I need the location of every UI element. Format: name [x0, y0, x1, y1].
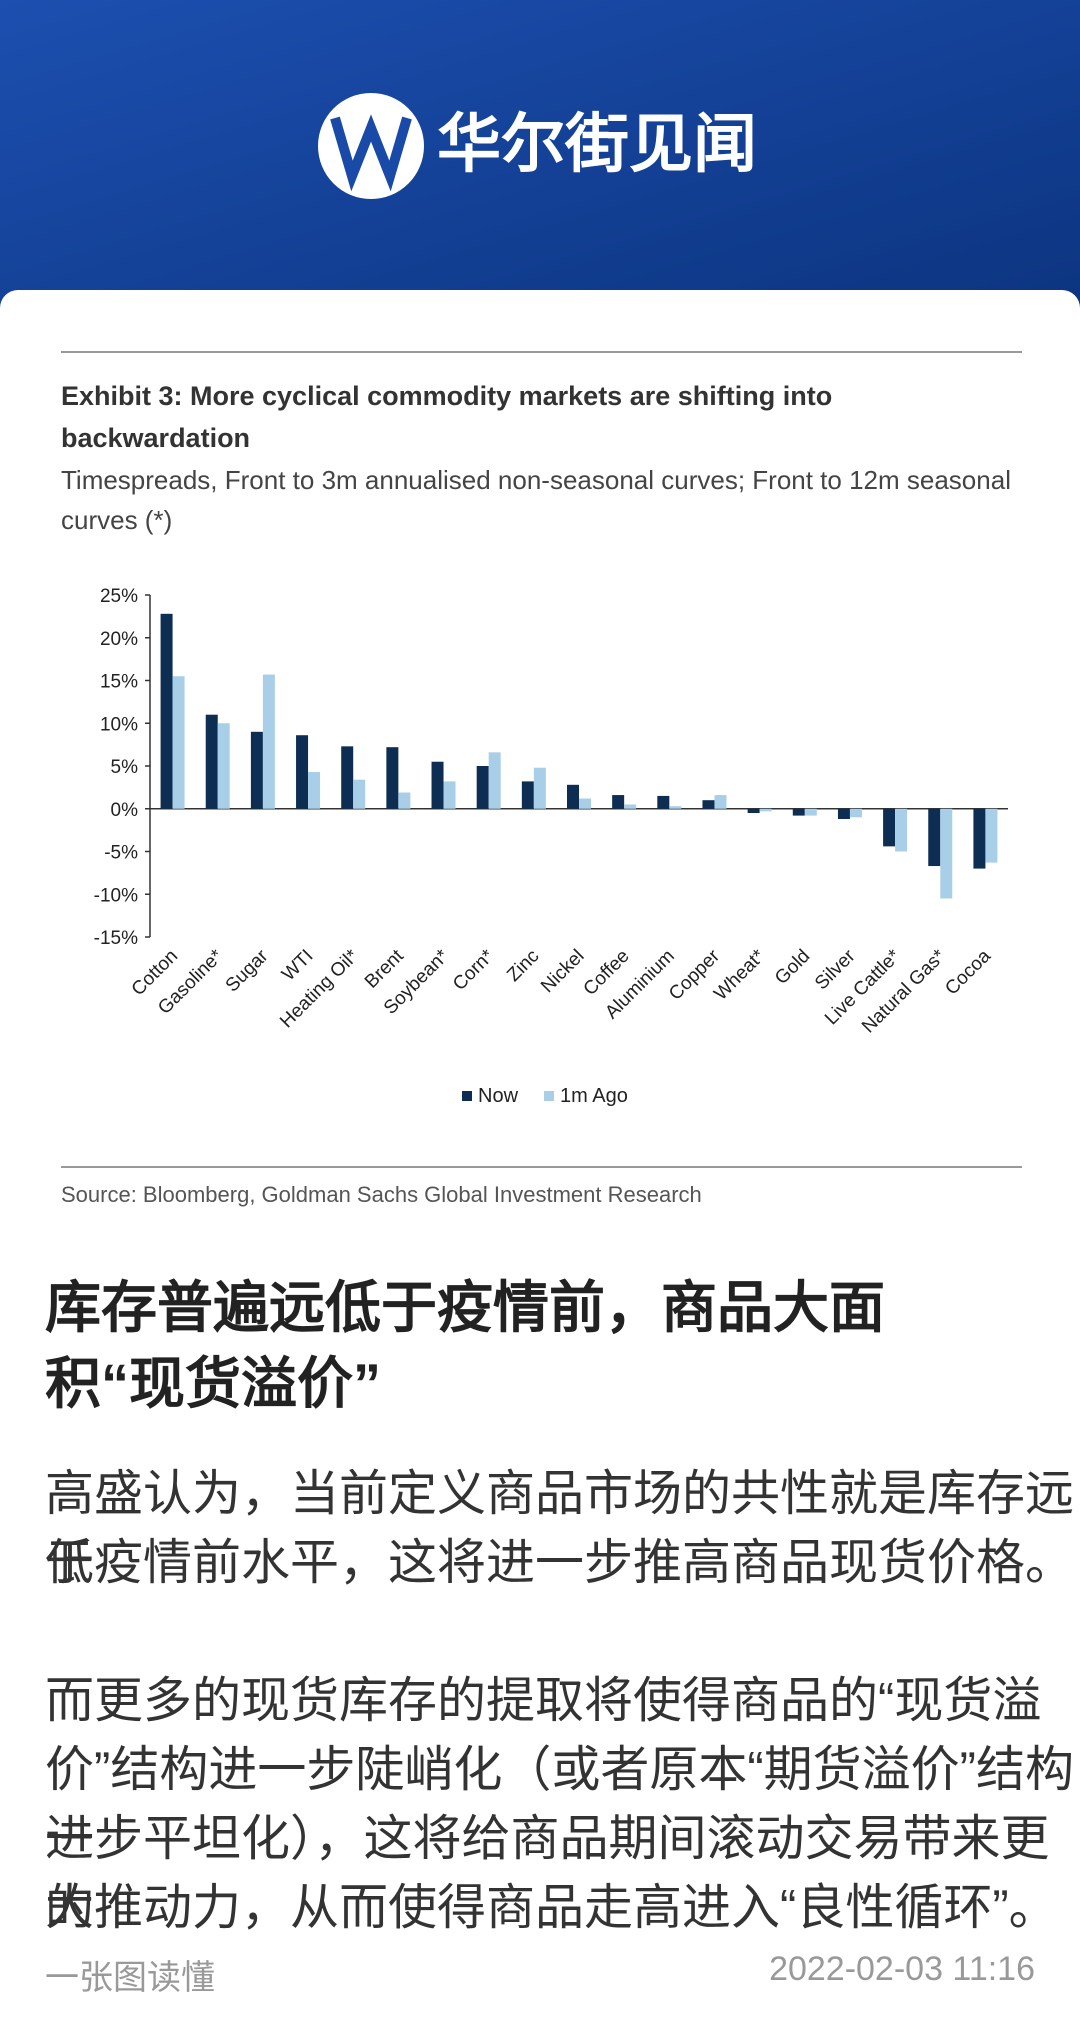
bar — [398, 792, 411, 809]
bar — [669, 806, 682, 809]
y-tick-label: -5% — [104, 843, 138, 864]
y-tick-label: -15% — [94, 928, 138, 949]
logo-icon — [330, 114, 412, 192]
y-tick-label: 15% — [100, 672, 138, 693]
bar — [172, 676, 185, 809]
bar — [476, 766, 489, 809]
legend-swatch — [462, 1091, 472, 1101]
bar — [973, 808, 986, 869]
bar — [702, 800, 715, 809]
header-bg — [0, 0, 1080, 320]
bar — [714, 795, 727, 809]
heading-line: 积“现货溢价” — [45, 1352, 381, 1415]
bar — [521, 781, 534, 809]
paragraph-line: 价”结构进一步陡峭化（或者原本“期货溢价”结构进 — [45, 1743, 1074, 1866]
bar — [849, 808, 862, 818]
logo-circle — [318, 93, 424, 199]
bar — [296, 735, 309, 809]
bar — [883, 808, 896, 847]
bar — [353, 779, 366, 809]
bar — [386, 747, 399, 809]
y-tick-label: 10% — [100, 714, 138, 735]
bar — [657, 795, 670, 809]
bar — [205, 714, 218, 809]
bar — [624, 804, 637, 809]
bar — [985, 808, 998, 863]
bar — [837, 808, 850, 820]
bar — [443, 781, 456, 809]
bar — [804, 808, 817, 816]
bar — [308, 771, 321, 809]
bar — [759, 808, 772, 812]
bar — [217, 723, 230, 809]
bar — [341, 746, 354, 809]
bar — [940, 808, 953, 899]
y-tick-label: 5% — [111, 757, 139, 778]
bar — [431, 761, 444, 809]
chart-subtitle: Timespreads, Front to 3m annualised non-… — [61, 465, 1011, 535]
bar — [928, 808, 941, 867]
legend-swatch — [544, 1091, 555, 1101]
footer-right: 2022-02-03 11:16 — [769, 1950, 1035, 1988]
legend-label: 1m Ago — [560, 1085, 628, 1107]
bar — [533, 767, 546, 809]
chart-title: Exhibit 3: More cyclical commodity marke… — [61, 381, 833, 453]
heading-line: 库存普遍远低于疫情前，商品大面 — [45, 1276, 885, 1339]
paragraph-line: 于疫情前水平，这将进一步推高商品现货价格。 — [45, 1536, 1075, 1590]
paragraph-line: 一步平坦化），这将给商品期间滚动交易带来更大 — [45, 1812, 1050, 1935]
bar — [262, 674, 275, 809]
bar — [579, 798, 591, 809]
bar — [747, 808, 760, 814]
bar — [792, 808, 805, 816]
bar — [567, 784, 579, 809]
paragraph-line: 而更多的现货库存的提取将使得商品的“现货溢 — [45, 1674, 1042, 1728]
bar — [250, 731, 263, 809]
chart-source: Source: Bloomberg, Goldman Sachs Global … — [61, 1182, 702, 1207]
paragraph-line: 高盛认为，当前定义商品市场的共性就是库存远低 — [45, 1467, 1075, 1590]
y-tick-label: 20% — [100, 629, 138, 650]
y-tick-label: 25% — [100, 586, 138, 607]
y-tick-label: 0% — [111, 800, 139, 821]
bar — [612, 795, 625, 809]
footer-left: 一张图读懂 — [45, 1959, 215, 1997]
brand: 华尔街见闻 — [437, 108, 757, 180]
legend-label: Now — [478, 1085, 519, 1107]
bar — [160, 613, 173, 809]
y-tick-label: -10% — [94, 885, 138, 906]
bar — [488, 752, 501, 809]
bar — [895, 808, 908, 852]
paragraph-line: 的推动力，从而使得商品走高进入“良性循环”。 — [45, 1881, 1058, 1935]
